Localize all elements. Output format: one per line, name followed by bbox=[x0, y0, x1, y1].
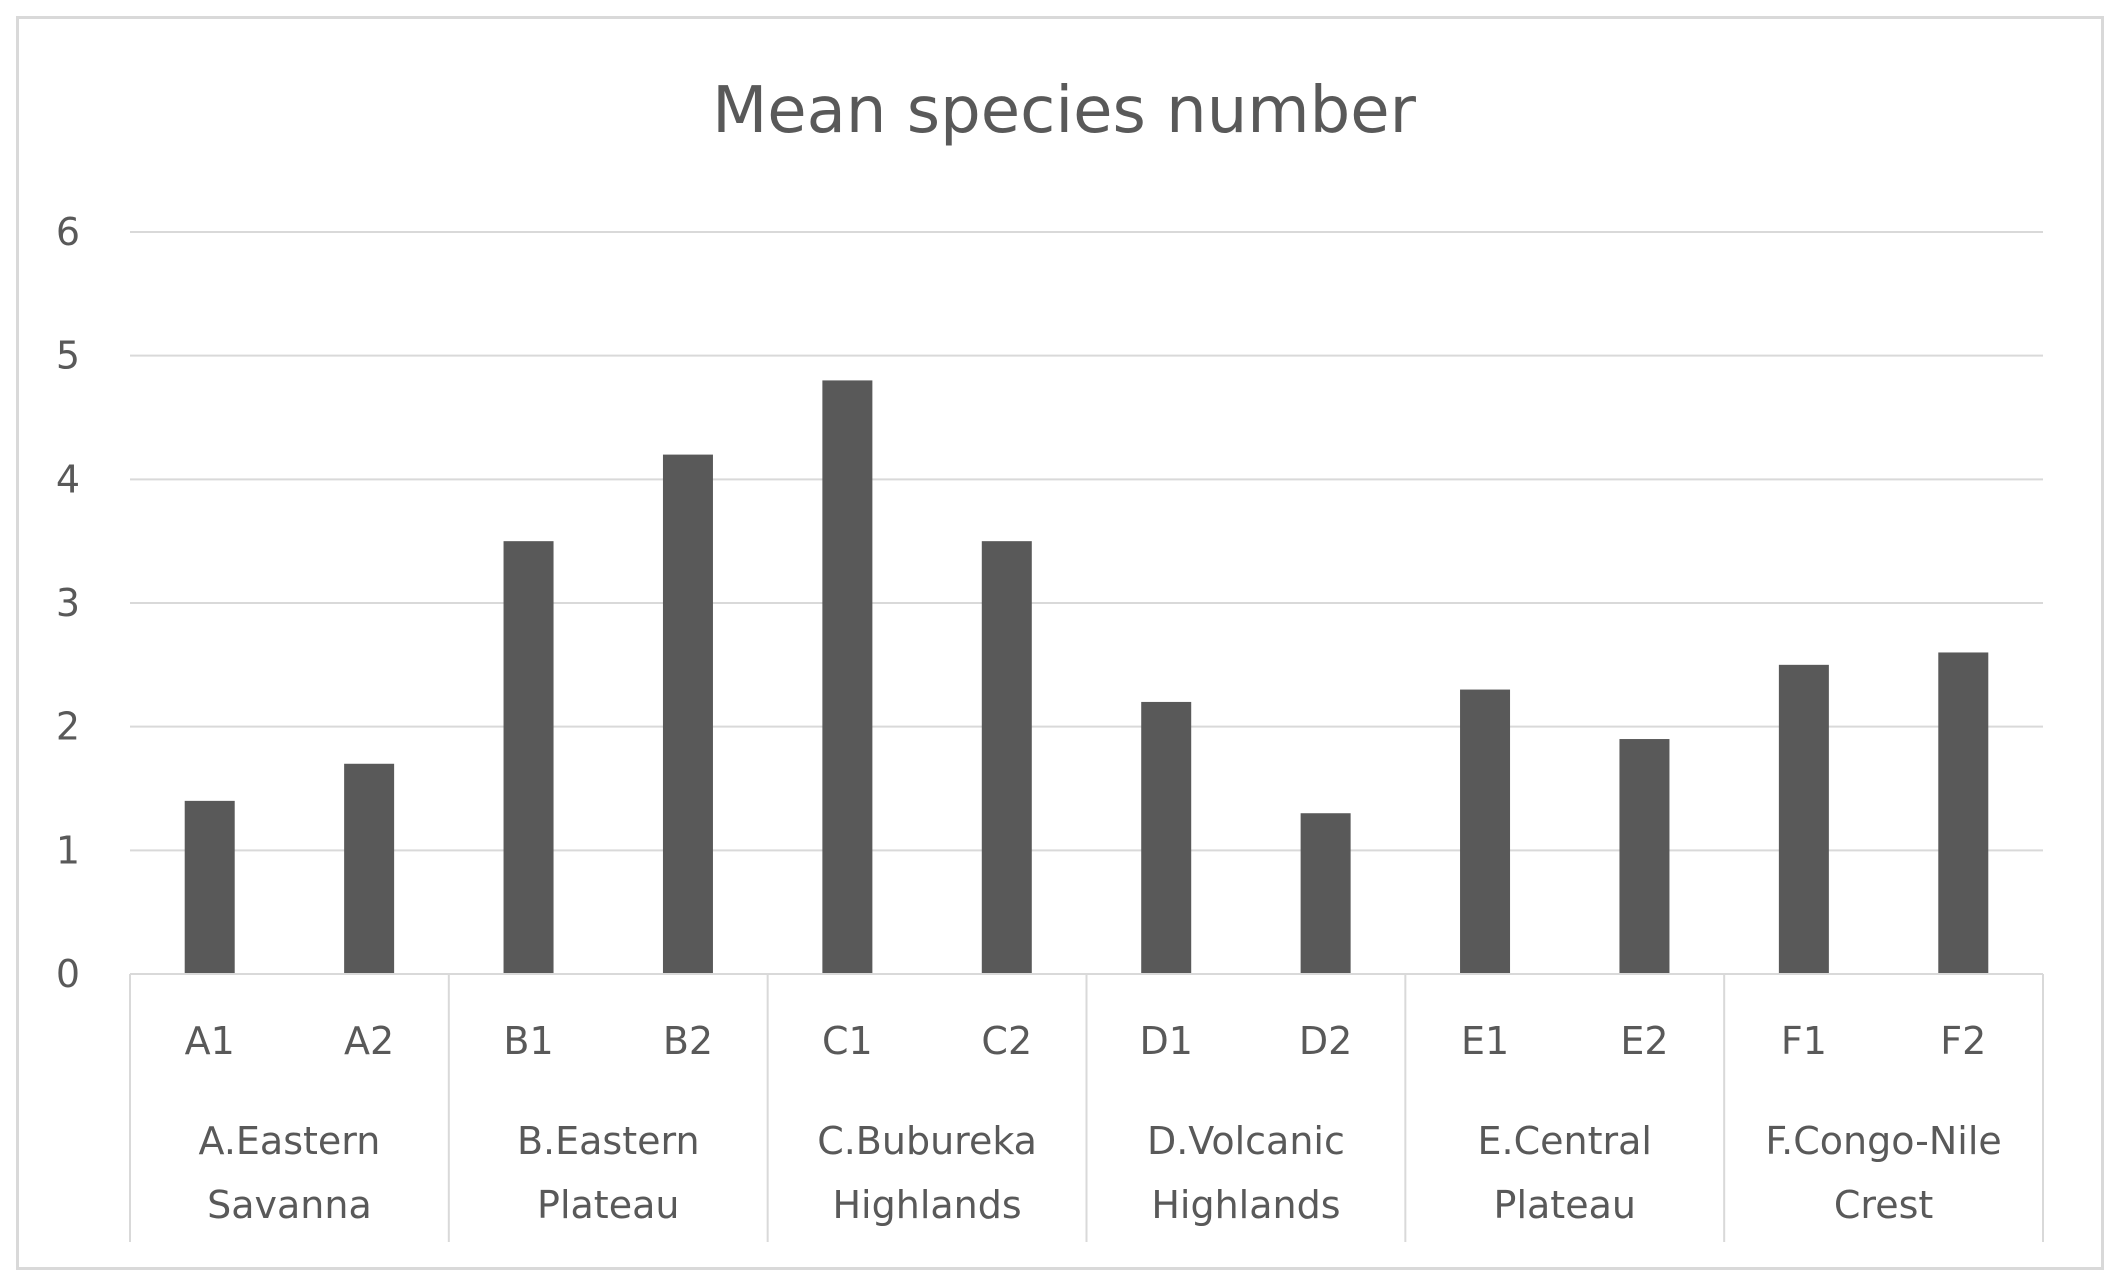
category-label-B2: B2 bbox=[663, 1019, 713, 1063]
group-label-line2: Savanna bbox=[207, 1183, 372, 1227]
group-label-line2: Highlands bbox=[832, 1183, 1021, 1227]
chart-title: Mean species number bbox=[712, 74, 1417, 148]
category-label-A2: A2 bbox=[344, 1019, 394, 1063]
group-label-line2: Highlands bbox=[1151, 1183, 1340, 1227]
gridlines bbox=[130, 231, 2043, 852]
bar-C2 bbox=[981, 541, 1032, 974]
category-label-E2: E2 bbox=[1620, 1019, 1668, 1063]
bars bbox=[184, 380, 1989, 975]
y-tick-label: 0 bbox=[56, 952, 80, 996]
bar-F2 bbox=[1938, 652, 1989, 974]
bar-E2 bbox=[1619, 739, 1670, 974]
y-tick-label: 4 bbox=[56, 457, 80, 501]
y-tick-label: 1 bbox=[56, 828, 80, 872]
category-label-F1: F1 bbox=[1781, 1019, 1827, 1063]
bar-D1 bbox=[1141, 701, 1192, 974]
category-label-E1: E1 bbox=[1461, 1019, 1509, 1063]
bar-C1 bbox=[822, 380, 873, 974]
y-tick-label: 2 bbox=[56, 705, 80, 749]
bar-A2 bbox=[344, 763, 395, 974]
group-label-line1: C.Bubureka bbox=[817, 1119, 1037, 1163]
y-tick-label: 3 bbox=[56, 581, 80, 625]
bar-F1 bbox=[1778, 664, 1829, 974]
bar-B2 bbox=[662, 454, 713, 975]
group-label-line2: Crest bbox=[1834, 1183, 1933, 1227]
group-label-line1: A.Eastern bbox=[199, 1119, 381, 1163]
category-label-A1: A1 bbox=[185, 1019, 235, 1063]
group-label-line1: B.Eastern bbox=[517, 1119, 700, 1163]
bar-A1 bbox=[184, 800, 235, 974]
group-label-line1: E.Central bbox=[1478, 1119, 1652, 1163]
category-label-C2: C2 bbox=[981, 1019, 1032, 1063]
category-labels: A1 A2 B1 B2 C1 C2 D1 D2 E1 E2 F1 F2 bbox=[185, 1019, 1987, 1063]
group-label-line1: F.Congo-Nile bbox=[1765, 1119, 2001, 1163]
chart-frame bbox=[16, 16, 2104, 1270]
category-label-D1: D1 bbox=[1139, 1019, 1192, 1063]
y-tick-label: 6 bbox=[56, 210, 80, 254]
group-labels: A.Eastern Savanna B.Eastern Plateau C.Bubure… bbox=[199, 1119, 2002, 1227]
y-tick-label: 5 bbox=[56, 334, 80, 378]
bar-E1 bbox=[1460, 689, 1511, 974]
category-label-C1: C1 bbox=[822, 1019, 873, 1063]
y-axis-tick-labels: 0 1 2 3 4 5 6 bbox=[56, 210, 80, 996]
x-axis bbox=[129, 973, 2044, 1242]
category-label-D2: D2 bbox=[1299, 1019, 1352, 1063]
bar-D2 bbox=[1300, 813, 1351, 974]
category-label-B1: B1 bbox=[503, 1019, 553, 1063]
category-label-F2: F2 bbox=[1940, 1019, 1986, 1063]
group-label-line2: Plateau bbox=[1494, 1183, 1636, 1227]
bar-B1 bbox=[503, 541, 554, 974]
group-label-line1: D.Volcanic bbox=[1147, 1119, 1345, 1163]
group-label-line2: Plateau bbox=[537, 1183, 679, 1227]
